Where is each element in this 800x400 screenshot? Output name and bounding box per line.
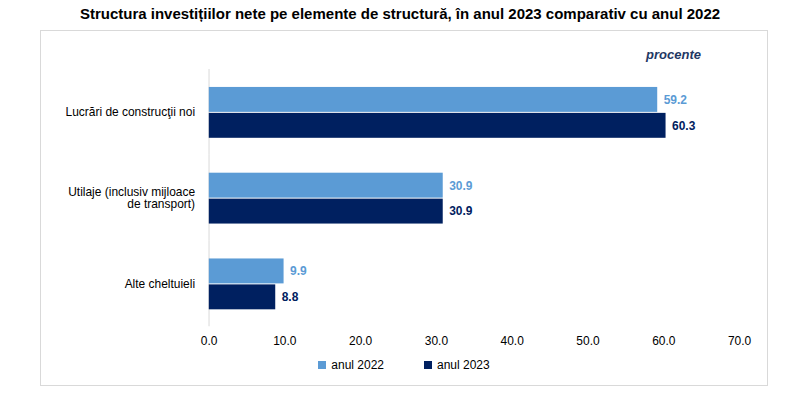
svg-text:60.0: 60.0 <box>652 334 676 348</box>
svg-text:Alte cheltuieli: Alte cheltuieli <box>125 277 195 291</box>
svg-text:Utilaje (inclusiv mijloacede t: Utilaje (inclusiv mijloacede transport) <box>68 185 195 211</box>
svg-text:20.0: 20.0 <box>349 334 373 348</box>
svg-text:Lucrări de construcţii noi: Lucrări de construcţii noi <box>66 105 196 119</box>
html-text:anul 2023: anul 2023 <box>437 358 490 373</box>
svg-text:30.9: 30.9 <box>449 204 473 218</box>
svg-text:40.0: 40.0 <box>501 334 525 348</box>
html-text:procente: procente <box>646 47 701 62</box>
html-text:anul 2022: anul 2022 <box>331 358 384 373</box>
svg-text:9.9: 9.9 <box>290 264 307 278</box>
html-text:Structura investițiilor nete p: Structura investițiilor nete pe elemente… <box>79 5 721 22</box>
svg-text:59.2: 59.2 <box>664 93 688 107</box>
svg-text:70.0: 70.0 <box>728 334 752 348</box>
svg-text:8.8: 8.8 <box>282 290 299 304</box>
svg-text:10.0: 10.0 <box>273 334 297 348</box>
svg-text:0.0: 0.0 <box>201 334 218 348</box>
svg-text:50.0: 50.0 <box>576 334 600 348</box>
svg-text:30.0: 30.0 <box>425 334 449 348</box>
svg-text:60.3: 60.3 <box>672 119 696 133</box>
svg-text:30.9: 30.9 <box>449 178 473 192</box>
